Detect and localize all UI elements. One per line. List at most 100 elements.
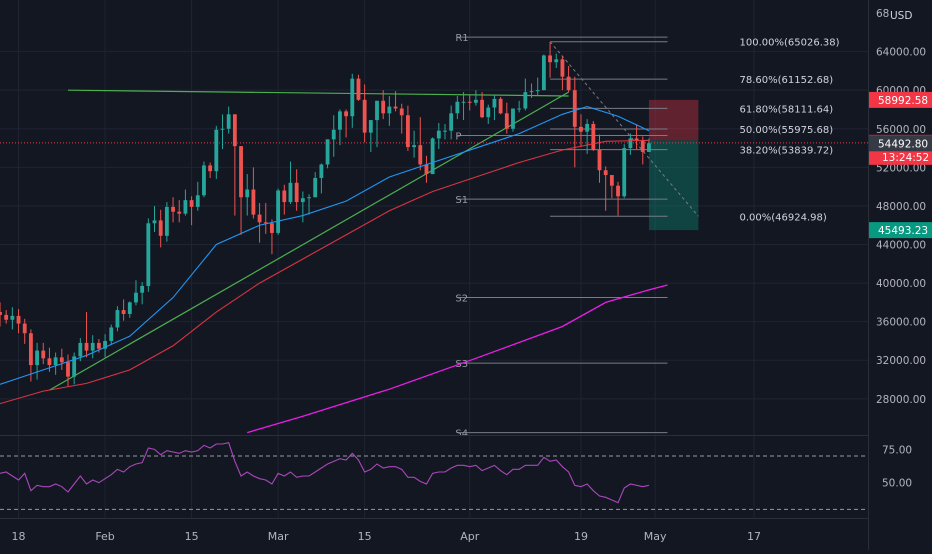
candle-body — [226, 114, 231, 129]
candle-body — [517, 108, 522, 110]
time-tick-label: 15 — [358, 530, 372, 543]
candle-body — [263, 222, 268, 224]
candle-body — [498, 98, 503, 114]
pivot-label: P — [455, 132, 461, 143]
candle-body — [177, 211, 182, 214]
candle-body — [344, 111, 349, 117]
candle-body — [146, 223, 151, 286]
candle-body — [572, 90, 577, 127]
candle-body — [362, 99, 367, 133]
candle-body — [338, 111, 342, 130]
candle-body — [109, 327, 114, 341]
ma-magenta-line — [247, 284, 668, 434]
candle-body — [84, 342, 89, 351]
candle-body — [78, 342, 83, 357]
candle-body — [554, 59, 559, 63]
candle-body — [523, 92, 528, 109]
candle-body — [640, 140, 645, 152]
fib-level-label: 78.60%(61152.68) — [739, 75, 833, 86]
candle-body — [585, 123, 590, 132]
candle-body — [566, 76, 571, 91]
candle-body — [171, 206, 175, 212]
candle-body — [245, 189, 250, 198]
candle-body — [473, 99, 478, 103]
price-tick-label-top: 68 — [876, 8, 889, 20]
candle-body — [443, 130, 447, 132]
price-badge — [869, 135, 932, 152]
candle-body — [121, 310, 126, 314]
candle-body — [59, 357, 64, 363]
candle-body — [313, 177, 318, 198]
candle-body — [325, 139, 330, 165]
candle-body — [548, 55, 552, 63]
price-axis-bg — [869, 0, 932, 550]
candle-body — [16, 315, 21, 324]
fib-level-label: 100.00%(65026.38) — [739, 38, 839, 49]
candle-body — [616, 185, 620, 197]
candle-body — [220, 128, 225, 130]
pivot-label: S1 — [455, 195, 468, 206]
candle-body — [282, 190, 287, 203]
candle-body — [405, 115, 410, 148]
candle-body — [66, 362, 70, 377]
time-tick-label: Feb — [95, 530, 114, 543]
candle-body — [251, 189, 256, 215]
price-tick-label: 36000.00 — [876, 317, 926, 329]
price-badge-label: 54492.80 — [878, 138, 928, 150]
candle-body — [257, 214, 262, 223]
candle-body — [591, 123, 596, 150]
candle-body — [486, 107, 491, 118]
rsi-tick-label: 50.00 — [882, 478, 912, 490]
rsi-tick-label: 75.00 — [882, 444, 912, 456]
price-badge-countdown: 13:24:52 — [882, 152, 929, 164]
pivot-label: S4 — [455, 429, 468, 440]
candle-body — [319, 164, 324, 178]
grid-lines — [0, 0, 868, 518]
time-axis: 18 Feb 15 Mar 15 Apr 19 May 17 — [0, 519, 868, 550]
candle-body — [634, 138, 639, 141]
time-axis-bg — [0, 519, 868, 550]
time-tick-label: 17 — [747, 530, 761, 543]
price-tick-label: 32000.00 — [876, 355, 926, 367]
candle-body — [232, 114, 237, 147]
candle-body — [47, 358, 52, 366]
candle-body — [183, 200, 188, 214]
candle-body — [418, 145, 423, 165]
stop-loss-zone — [648, 99, 699, 141]
candle-body — [10, 315, 15, 320]
candle-body — [368, 120, 373, 133]
price-tick-label: 64000.00 — [876, 47, 926, 59]
rsi-pane — [0, 455, 868, 510]
price-tick-label: 40000.00 — [876, 278, 926, 290]
candle-body — [424, 164, 429, 175]
candle-body — [375, 100, 379, 121]
candle-body — [72, 356, 77, 377]
candle-body — [535, 90, 540, 92]
time-tick-label: Apr — [460, 530, 480, 543]
price-badge — [869, 91, 932, 108]
candle-body — [152, 220, 157, 224]
candle-body — [140, 285, 145, 293]
candle-body — [158, 220, 163, 236]
time-tick-label: 19 — [574, 530, 588, 543]
price-axis: 64000.0060000.0056000.0052000.0048000.00… — [869, 0, 932, 550]
candle-body — [41, 350, 46, 359]
price-tick-label: 28000.00 — [876, 394, 926, 406]
candle-body — [331, 129, 336, 140]
price-tick-label: 44000.00 — [876, 240, 926, 252]
price-badge-label: 45493.23 — [878, 225, 928, 237]
candle-body — [96, 342, 101, 349]
candle-body — [455, 101, 460, 114]
candle-body — [276, 190, 281, 233]
candle-body — [202, 165, 206, 196]
price-badge — [869, 222, 932, 239]
candle-body — [461, 101, 466, 103]
candle-body — [103, 340, 107, 349]
ma-blue-line — [0, 106, 650, 385]
candle-body — [189, 200, 194, 207]
candle-body — [647, 143, 651, 152]
fib-level-label: 0.00%(46924.98) — [739, 212, 826, 223]
candle-body — [270, 223, 274, 233]
candle-body — [560, 59, 565, 77]
